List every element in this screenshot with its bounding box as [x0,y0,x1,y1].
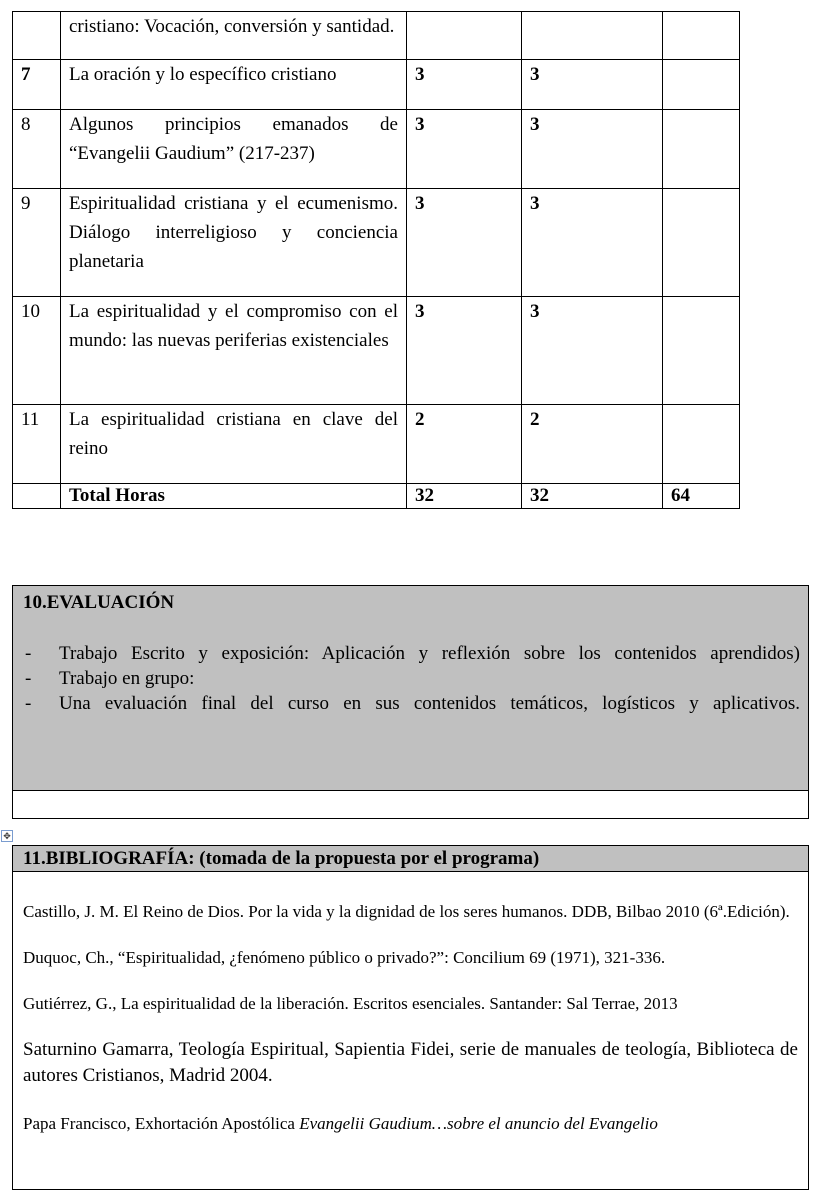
bib-entry-text: Papa Francisco, Exhortación Apostólica [23,1114,300,1133]
table-row: cristiano: Vocación, conversión y santid… [12,11,740,60]
row-hours-b: 3 [521,109,663,189]
row-hours-b: 3 [521,59,663,110]
list-item: - Una evaluación final del curso en sus c… [25,691,800,716]
list-item: - Trabajo en grupo: [25,666,800,691]
item-text: Una evaluación final del curso en sus co… [59,693,800,714]
row-hours-a: 3 [406,59,522,110]
row-hours-b: 3 [521,296,663,405]
row-hours-c [662,11,740,60]
dash-bullet: - [25,643,32,664]
row-topic: La oración y lo específico cristiano [60,59,407,110]
bib-entry: Duquoc, Ch., “Espiritualidad, ¿fenómeno … [23,948,666,967]
row-hours-a: 3 [406,188,522,297]
move-handle-icon[interactable]: ✥ [1,830,13,842]
row-hours-c [662,109,740,189]
row-hours-b [521,11,663,60]
item-text: Trabajo en grupo: [59,668,195,689]
bib-entry: Castillo, J. M. El Reino de Dios. Por la… [23,902,790,921]
row-hours-b: 2 [521,404,663,484]
bib-entry: Gutiérrez, G., La espiritualidad de la l… [23,994,678,1013]
table-row: 11 La espiritualidad cristiana en clave … [12,404,740,484]
row-number: 8 [12,109,61,189]
bib-entry-title: Evangelii Gaudium…sobre el anuncio del E… [299,1114,658,1133]
bibliografia-title: 11.BIBLIOGRAFÍA: (tomada de la propuesta… [13,846,808,872]
table-row: 7 La oración y lo específico cristiano 3… [12,59,740,110]
row-topic: Algunos principios emanados de “Evangeli… [60,109,407,189]
bib-entry: Papa Francisco, Exhortación Apostólica E… [23,1111,798,1137]
row-number: 7 [12,59,61,110]
row-hours-a: 3 [406,109,522,189]
bib-entry: Saturnino Gamarra, Teología Espiritual, … [23,1039,798,1086]
row-hours-b: 3 [521,188,663,297]
bibliografia-section: 11.BIBLIOGRAFÍA: (tomada de la propuesta… [12,845,809,1190]
table-row: 9 Espiritualidad cristiana y el ecumenis… [12,188,740,297]
row-number [12,11,61,60]
evaluacion-section: 10.EVALUACIÓN - Trabajo Escrito y exposic… [12,585,809,791]
row-topic: La espiritualidad cristiana en clave del… [60,404,407,484]
row-hours-a: 3 [406,296,522,405]
total-label: Total Horas [60,483,407,509]
item-text: Trabajo Escrito y exposición: Aplicación… [59,643,800,664]
row-hours-c [662,296,740,405]
row-number: 9 [12,188,61,297]
total-c: 64 [662,483,740,509]
table-row: 10 La espiritualidad y el compromiso con… [12,296,740,405]
row-number: 10 [12,296,61,405]
row-hours-a [406,11,522,60]
row-hours-c [662,404,740,484]
row-topic: cristiano: Vocación, conversión y santid… [60,11,407,60]
total-row: Total Horas 32 32 64 [12,483,740,509]
row-topic: Espiritualidad cristiana y el ecumenismo… [60,188,407,297]
evaluacion-title: 10.EVALUACIÓN [23,592,175,613]
row-number: 11 [12,404,61,484]
empty-cell [12,791,809,819]
list-item: - Trabajo Escrito y exposición: Aplicació… [25,641,800,666]
hours-table: cristiano: Vocación, conversión y santid… [12,11,740,509]
dash-bullet: - [25,693,32,714]
dash-bullet: - [25,668,32,689]
total-a: 32 [406,483,522,509]
evaluacion-list: - Trabajo Escrito y exposición: Aplicació… [25,641,800,716]
row-hours-c [662,59,740,110]
total-b: 32 [521,483,663,509]
table-row: 8 Algunos principios emanados de “Evange… [12,109,740,189]
row-hours-a: 2 [406,404,522,484]
row-topic: La espiritualidad y el compromiso con el… [60,296,407,405]
row-hours-c [662,188,740,297]
